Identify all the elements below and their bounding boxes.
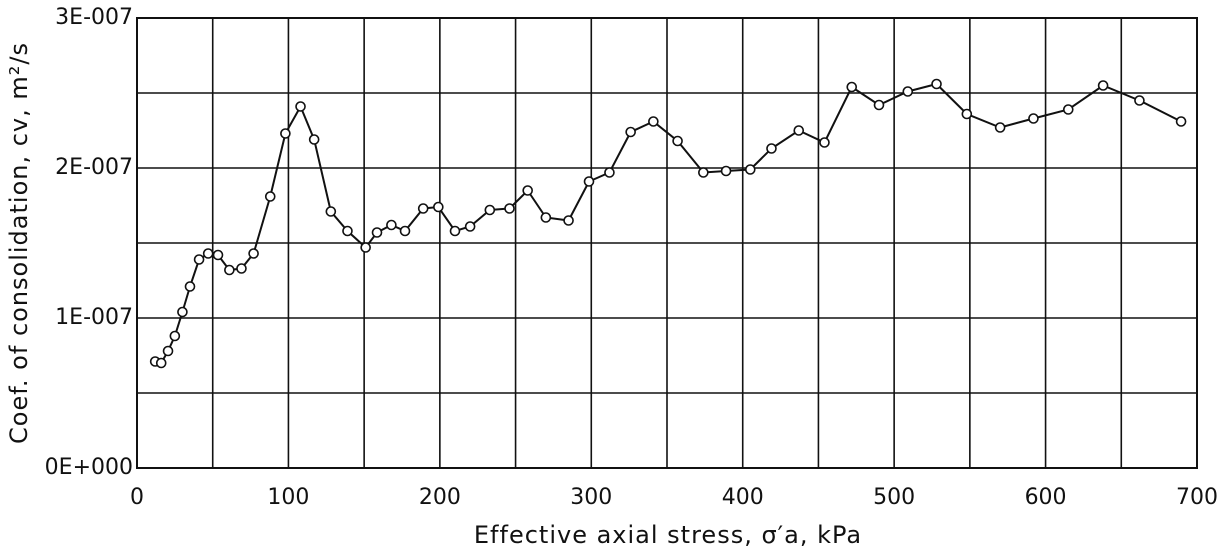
- data-point: [248, 248, 259, 259]
- data-point: [720, 165, 732, 177]
- data-point: [931, 78, 942, 90]
- data-point: [177, 306, 188, 318]
- data-point: [417, 203, 429, 214]
- data-point: [264, 191, 276, 202]
- data-point: [902, 86, 914, 97]
- data-point: [308, 134, 320, 145]
- data-point: [1175, 116, 1187, 127]
- data-point: [224, 264, 235, 276]
- x-axis-label: Effective axial stress, σ′a, kPa: [474, 521, 862, 549]
- x-tick-label: 300: [570, 485, 612, 510]
- data-point: [169, 330, 181, 342]
- x-tick-label: 500: [873, 485, 915, 510]
- x-tick-label: 400: [722, 485, 764, 510]
- data-point: [540, 212, 552, 223]
- data-point: [360, 242, 371, 253]
- data-point: [386, 219, 397, 231]
- data-point: [449, 225, 461, 237]
- data-point: [1028, 113, 1039, 124]
- data-point: [184, 281, 196, 292]
- data-point: [464, 221, 476, 232]
- data-point: [846, 81, 858, 93]
- data-point: [1097, 80, 1109, 91]
- plot-frame: [136, 17, 1198, 469]
- data-point: [583, 176, 595, 187]
- data-point: [484, 204, 496, 216]
- y-tick-label: 2E-007: [55, 155, 133, 180]
- data-point: [744, 164, 756, 175]
- data-point: [563, 215, 574, 226]
- data-point: [698, 167, 709, 178]
- x-tick-label: 200: [419, 485, 461, 510]
- data-point: [522, 185, 533, 196]
- y-tick-label: 3E-007: [55, 5, 133, 30]
- x-tick-label: 700: [1176, 485, 1218, 510]
- data-point: [994, 122, 1006, 133]
- data-point: [325, 206, 337, 217]
- data-point: [193, 254, 205, 265]
- data-line: [154, 82, 1182, 365]
- data-point: [399, 225, 411, 237]
- data-point: [504, 203, 515, 214]
- data-point: [625, 126, 636, 138]
- data-point: [766, 143, 777, 154]
- data-point: [236, 263, 247, 274]
- data-point: [1062, 104, 1074, 115]
- x-tick-label: 0: [130, 485, 144, 510]
- data-point: [433, 201, 444, 213]
- data-point: [342, 225, 353, 237]
- data-point: [1134, 95, 1145, 106]
- data-point: [162, 345, 174, 357]
- data-point: [672, 135, 683, 147]
- data-point: [648, 116, 659, 127]
- y-tick-label: 1E-007: [55, 305, 133, 330]
- data-point: [819, 137, 830, 148]
- x-tick-label: 100: [267, 485, 309, 510]
- data-point: [793, 125, 805, 136]
- y-axis-label: Coef. of consolidation, cv, m²/s: [5, 42, 33, 444]
- x-tick-label: 600: [1025, 485, 1067, 510]
- data-point: [295, 101, 306, 112]
- data-point: [961, 108, 973, 120]
- data-point: [280, 128, 291, 139]
- data-point: [604, 167, 615, 178]
- data-point: [202, 248, 214, 259]
- data-point: [873, 99, 885, 111]
- data-point: [155, 357, 167, 369]
- data-point: [371, 227, 383, 238]
- data-point: [212, 249, 224, 261]
- y-tick-label: 0E+000: [45, 455, 133, 480]
